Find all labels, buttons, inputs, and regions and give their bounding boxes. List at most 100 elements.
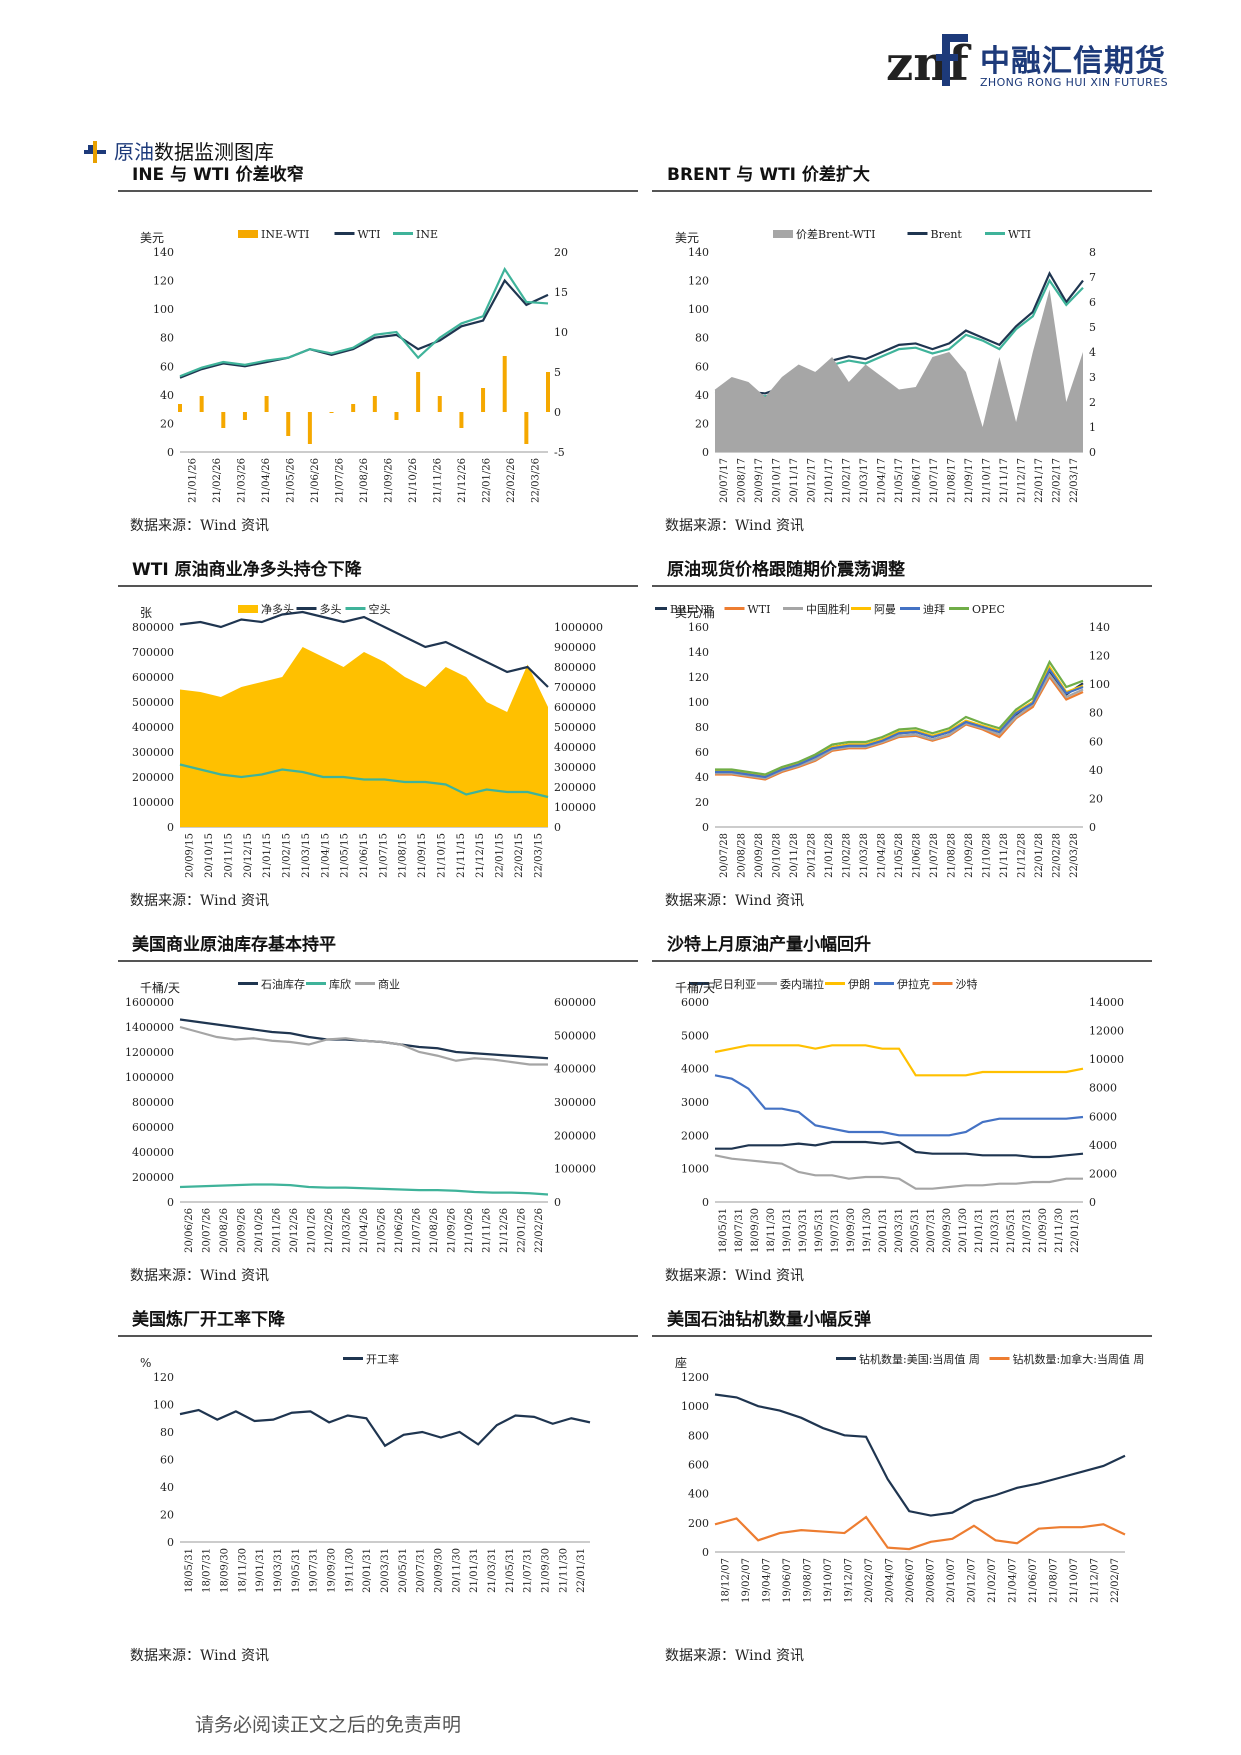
x-tick-label: 21/03/26 [341, 1208, 352, 1253]
chart-title-rule [652, 585, 1152, 587]
disclaimer-footer: 请务必阅读正文之后的免责声明 [195, 1714, 462, 1736]
x-tick-label: 21/06/17 [912, 458, 923, 503]
legend-swatch [932, 982, 953, 985]
y-tick-label: 200 [688, 1517, 709, 1530]
section-title: 原油数据监测图库 [84, 136, 274, 165]
y2-tick-label: 7 [1089, 271, 1096, 284]
y-tick-label: 140 [688, 246, 709, 259]
chart-legend: 开工率 [343, 1352, 399, 1366]
y2-tick-label: 500000 [554, 721, 596, 734]
x-tick-label: 19/03/31 [798, 1208, 809, 1253]
y2-tick-label: 4000 [1089, 1139, 1117, 1152]
legend-label: 伊拉克 [897, 977, 930, 991]
legend-label: WTI [358, 228, 381, 241]
chart-4: BRENT WTI 中国胜利 阿曼 迪拜 OPEC 美元/桶 0 20 40 60 80 100 120 1… [655, 602, 1110, 878]
y2-tick-label: 12000 [1089, 1025, 1124, 1038]
legend-label: 石油库存 [261, 977, 305, 991]
x-tick-label: 20/11/30 [451, 1548, 462, 1593]
x-tick-label: 21/09/28 [964, 833, 975, 878]
x-tick-label: 22/03/15 [533, 833, 544, 878]
series-line [714, 1044, 1084, 1077]
x-tick-label: 21/03/17 [859, 458, 870, 503]
x-tick-label: 21/11/26 [433, 458, 444, 503]
logo-chinese-name: 中融汇信期货 [980, 44, 1166, 79]
y-tick-label: 200000 [132, 1171, 174, 1184]
x-tick-label: 19/12/07 [843, 1558, 854, 1603]
y-tick-label: 700000 [132, 646, 174, 659]
y2-tick-label: 400000 [554, 741, 596, 754]
x-tick-label: 21/12/26 [457, 458, 468, 503]
x-tick-label: 21/06/26 [394, 1208, 405, 1253]
y-tick-label: 40 [160, 389, 174, 402]
chart-title: INE 与 WTI 价差收窄 [132, 165, 304, 185]
x-tick-label: 22/01/28 [1034, 833, 1045, 878]
axis-unit-label: 千桶/天 [140, 980, 180, 995]
company-logo: znf 中融汇信期货 ZHONG RONG HUI XIN FUTURES [884, 28, 1174, 98]
chart-3: 净多头 多头 空头 张 0 100000 200000 300000 400000 500000 6… [132, 602, 603, 878]
legend-swatch [836, 1357, 856, 1360]
legend-label: 钻机数量:加拿大:当周值 周 [1013, 1352, 1145, 1366]
x-tick-label: 21/10/15 [436, 833, 447, 878]
legend-label: 钻机数量:美国:当周值 周 [859, 1352, 980, 1366]
x-tick-label: 21/01/17 [824, 458, 835, 503]
x-tick-label: 21/07/28 [929, 833, 940, 878]
x-tick-label: 21/11/17 [999, 458, 1010, 503]
x-tick-label: 19/05/31 [291, 1548, 302, 1593]
legend-swatch [949, 607, 969, 610]
x-tick-label: 21/05/17 [894, 458, 905, 503]
y-tick-label: 100 [688, 696, 709, 709]
y2-tick-label: 6 [1089, 296, 1096, 309]
x-tick-label: 22/01/15 [495, 833, 506, 878]
x-tick-label: 19/03/31 [273, 1548, 284, 1593]
y-tick-label: 500000 [132, 696, 174, 709]
series-area [715, 289, 1083, 452]
legend-swatch [238, 230, 258, 238]
x-tick-label: 21/11/30 [1054, 1208, 1065, 1253]
x-tick-label: 21/08/26 [429, 1208, 440, 1253]
series-bar [351, 404, 356, 412]
x-tick-label: 22/02/28 [1052, 833, 1063, 878]
x-tick-label: 21/02/15 [282, 833, 293, 878]
y-tick-label: 60 [695, 360, 709, 373]
series-area [180, 647, 548, 827]
chart-title-rule [652, 190, 1152, 192]
series-line [715, 672, 1084, 780]
x-tick-label: 21/01/15 [262, 833, 273, 878]
y-tick-label: 200000 [132, 771, 174, 784]
x-tick-label: 19/07/31 [309, 1548, 320, 1593]
legend-label: 委内瑞拉 [780, 977, 824, 991]
x-tick-label: 18/05/31 [184, 1548, 195, 1593]
y-tick-label: 800000 [132, 1096, 174, 1109]
x-tick-label: 22/03/26 [531, 458, 542, 503]
y-tick-label: 0 [702, 821, 709, 834]
chart-legend: 尼日利亚 委内瑞拉 伊朗 伊拉克 沙特 [689, 977, 978, 991]
y2-tick-label: 500000 [554, 1029, 596, 1042]
series-bar [459, 412, 464, 428]
x-tick-label: 21/12/28 [1017, 833, 1028, 878]
x-tick-label: 18/11/30 [237, 1548, 248, 1593]
y-tick-label: 120 [688, 671, 709, 684]
y-tick-label: 120 [688, 275, 709, 288]
legend-swatch [989, 1357, 1010, 1360]
y2-tick-label: 15 [554, 286, 568, 299]
x-tick-label: 21/01/28 [824, 833, 835, 878]
y2-tick-label: 8000 [1089, 1082, 1117, 1095]
x-tick-label: 21/04/17 [876, 458, 887, 503]
y-tick-label: 20 [160, 1509, 174, 1522]
legend-label: 价差Brent-WTI [796, 227, 875, 241]
series-bar [264, 396, 269, 412]
x-tick-label: 20/07/26 [201, 1208, 212, 1253]
x-tick-label: 21/05/31 [505, 1548, 516, 1593]
y2-tick-label: 0 [554, 821, 561, 834]
x-tick-label: 20/02/07 [864, 1558, 875, 1603]
y-tick-label: 0 [702, 1196, 709, 1209]
legend-label: 中国胜利 [806, 602, 850, 616]
chart-title: WTI 原油商业净多头持仓下降 [132, 560, 362, 580]
y-tick-label: 1200000 [125, 1046, 174, 1059]
series-line [179, 1025, 548, 1066]
y2-tick-label: 0 [1089, 821, 1096, 834]
y2-tick-label: 5 [1089, 321, 1096, 334]
chart-title-rule [652, 1335, 1152, 1337]
y-tick-label: 600000 [132, 1121, 174, 1134]
y-tick-label: 1200 [681, 1371, 709, 1384]
